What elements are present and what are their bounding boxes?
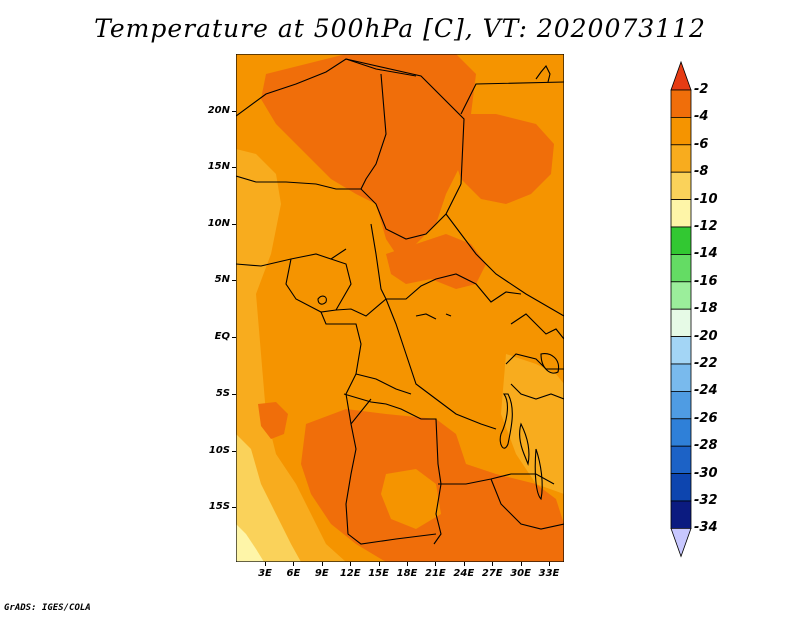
colorbar-label: -8 — [694, 164, 709, 180]
lon-tick — [463, 562, 465, 566]
colorbar-swatch — [670, 445, 692, 475]
colorbar-label: -24 — [694, 383, 718, 399]
colorbar-swatch — [670, 144, 692, 173]
colorbar-swatch — [670, 89, 692, 118]
lon-label: 33E — [538, 568, 560, 579]
lon-tick — [265, 562, 266, 566]
lat-label: 15S — [208, 501, 230, 512]
colorbar-label: -16 — [694, 273, 718, 289]
temp-field-palest-sw — [236, 524, 264, 562]
lon-tick — [520, 562, 522, 566]
lat-tick — [232, 111, 236, 112]
colorbar-label: -28 — [694, 438, 718, 454]
lat-label: EQ — [214, 331, 230, 342]
colorbar-label: -26 — [694, 410, 718, 426]
lon-tick — [378, 562, 380, 566]
lat-tick — [232, 167, 236, 168]
lon-label: 12E — [339, 568, 361, 579]
lat-tick — [232, 337, 236, 338]
colorbar-label: -4 — [694, 109, 709, 125]
lat-tick — [232, 280, 236, 281]
temp-field-lighter-sw — [236, 434, 301, 562]
lon-tick — [321, 562, 323, 566]
lon-label: 3E — [258, 568, 272, 579]
lon-tick — [407, 562, 408, 566]
temp-field-dark-north — [261, 54, 476, 254]
colorbar-swatch — [670, 500, 692, 529]
lat-label: 5S — [215, 388, 230, 399]
lat-tick — [232, 394, 236, 395]
lon-tick — [435, 562, 437, 566]
colorbar-swatch — [670, 281, 692, 310]
colorbar-swatch — [670, 363, 692, 392]
colorbar-bottom-arrow — [670, 527, 692, 558]
lon-tick — [492, 562, 494, 566]
colorbar-swatch — [670, 473, 692, 502]
colorbar-swatch — [670, 117, 692, 146]
colorbar-label: -6 — [694, 136, 709, 152]
colorbar-swatch — [670, 199, 692, 228]
colorbar-label: -20 — [694, 328, 718, 344]
colorbar-swatch — [670, 418, 692, 447]
lon-tick — [549, 562, 550, 566]
colorbar-label: -22 — [694, 356, 718, 371]
colorbar-label: -2 — [694, 82, 709, 97]
lat-label: 10S — [208, 445, 230, 456]
country-borders — [236, 58, 564, 545]
lon-label: 9E — [314, 568, 329, 579]
lon-label: 6E — [286, 568, 301, 579]
grads-credit: GrADS: IGES/COLA — [4, 603, 91, 613]
colorbar-label: -32 — [694, 493, 718, 508]
lat-tick — [232, 451, 236, 452]
temp-field-light-pocket — [381, 469, 441, 529]
colorbar-label: -30 — [694, 465, 718, 481]
temp-field-light-west — [236, 149, 346, 562]
colorbar-swatch — [670, 390, 692, 420]
lat-label: 5N — [214, 274, 230, 285]
lon-label: 27E — [481, 568, 503, 579]
chart-title: Temperature at 500hPa [C], VT: 202007311… — [94, 14, 706, 43]
colorbar-swatch — [670, 308, 692, 337]
lon-tick — [350, 562, 352, 566]
lon-label: 30E — [510, 568, 531, 579]
temp-field-dark-center — [386, 234, 486, 289]
colorbar-swatch — [670, 171, 692, 200]
colorbar-label: -18 — [694, 301, 718, 317]
temp-field-dark-southwest — [258, 402, 288, 439]
lakes-coast — [317, 65, 560, 501]
lon-tick — [293, 562, 295, 566]
lat-tick — [232, 224, 236, 225]
colorbar-swatch — [670, 253, 692, 283]
colorbar — [670, 60, 692, 558]
lat-label: 20N — [207, 105, 230, 116]
colorbar-label: -12 — [694, 219, 718, 234]
lat-label: 15N — [207, 161, 230, 172]
colorbar-label: -10 — [694, 191, 718, 207]
colorbar-label: -34 — [694, 520, 718, 536]
lon-label: 21E — [425, 568, 446, 579]
lat-label: 10N — [207, 218, 230, 229]
lat-tick — [232, 507, 236, 508]
colorbar-label: -14 — [694, 246, 718, 262]
colorbar-top-arrow — [670, 60, 692, 91]
lon-label: 18E — [396, 568, 418, 579]
colorbar-swatch — [670, 226, 692, 255]
colorbar-swatch — [670, 336, 692, 365]
lon-label: 24E — [453, 568, 475, 579]
lon-label: 15E — [368, 568, 389, 579]
temp-field-dark-northeast — [451, 114, 554, 204]
temperature-map — [236, 54, 564, 562]
